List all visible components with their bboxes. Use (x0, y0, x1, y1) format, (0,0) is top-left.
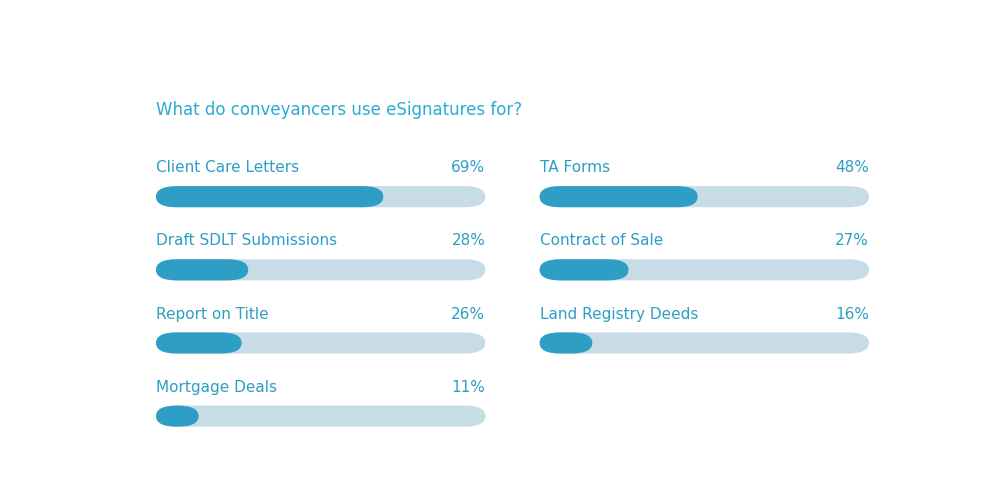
FancyBboxPatch shape (156, 406, 199, 426)
Text: Client Care Letters: Client Care Letters (156, 160, 299, 176)
Text: 69%: 69% (451, 160, 485, 176)
Text: 26%: 26% (451, 306, 485, 322)
Text: Land Registry Deeds: Land Registry Deeds (540, 306, 698, 322)
Text: 27%: 27% (835, 234, 869, 248)
FancyBboxPatch shape (156, 332, 485, 353)
FancyBboxPatch shape (156, 406, 485, 426)
FancyBboxPatch shape (156, 186, 383, 208)
Text: 48%: 48% (835, 160, 869, 176)
FancyBboxPatch shape (540, 259, 629, 280)
Text: 16%: 16% (835, 306, 869, 322)
FancyBboxPatch shape (540, 332, 592, 353)
FancyBboxPatch shape (540, 186, 869, 208)
FancyBboxPatch shape (156, 259, 485, 280)
Text: Mortgage Deals: Mortgage Deals (156, 380, 277, 395)
FancyBboxPatch shape (540, 259, 869, 280)
Text: Draft SDLT Submissions: Draft SDLT Submissions (156, 234, 337, 248)
FancyBboxPatch shape (540, 332, 869, 353)
Text: Contract of Sale: Contract of Sale (540, 234, 663, 248)
FancyBboxPatch shape (156, 332, 242, 353)
Text: TA Forms: TA Forms (540, 160, 610, 176)
FancyBboxPatch shape (540, 186, 698, 208)
FancyBboxPatch shape (156, 259, 248, 280)
Text: What do conveyancers use eSignatures for?: What do conveyancers use eSignatures for… (156, 101, 522, 119)
Text: Report on Title: Report on Title (156, 306, 269, 322)
Text: 28%: 28% (452, 234, 485, 248)
FancyBboxPatch shape (156, 186, 485, 208)
Text: 11%: 11% (452, 380, 485, 395)
